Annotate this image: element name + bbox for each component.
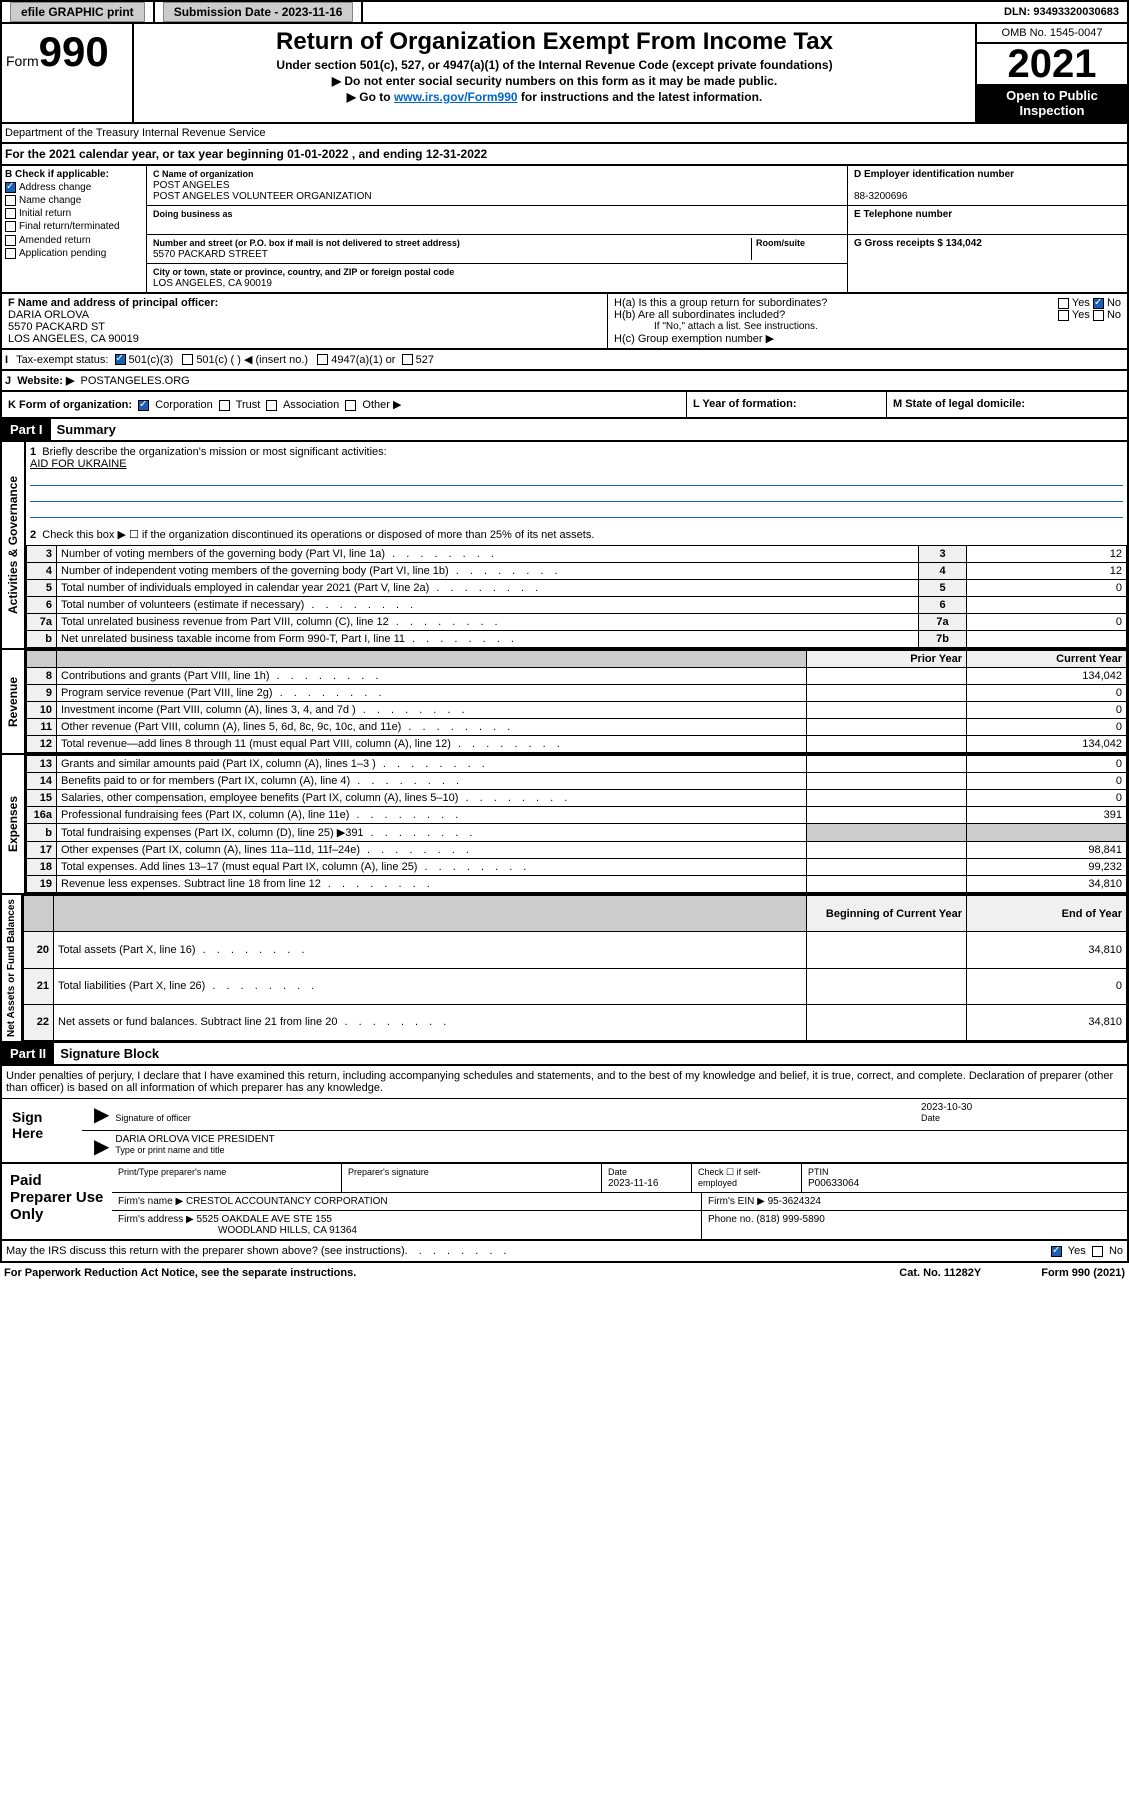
checkbox-association[interactable] [266,400,277,411]
info-grid: B Check if applicable: Address change Na… [0,166,1129,294]
governance-table: 3Number of voting members of the governi… [26,545,1127,648]
checkbox-hb-no[interactable] [1093,310,1104,321]
sidelabel-expenses: Expenses [2,755,26,893]
declaration-text: Under penalties of perjury, I declare th… [2,1066,1127,1098]
firm-ein: 95-3624324 [768,1196,821,1207]
expenses-section: Expenses 13Grants and similar amounts pa… [0,755,1129,895]
box-d-e-g: D Employer identification number88-32006… [847,166,1127,292]
checkbox-pending[interactable] [5,248,16,259]
checkbox-address-change[interactable] [5,182,16,193]
box-c: C Name of organizationPOST ANGELESPOST A… [147,166,847,292]
checkbox-hb-yes[interactable] [1058,310,1069,321]
checkbox-discuss-no[interactable] [1092,1246,1103,1257]
part2-header: Part II [2,1043,54,1064]
signature-block: Under penalties of perjury, I declare th… [0,1066,1129,1164]
net-assets-table: Beginning of Current YearEnd of Year20To… [23,895,1127,1041]
org-address: 5570 PACKARD STREET [153,249,268,260]
ein-value: 88-3200696 [854,191,907,202]
discuss-row: May the IRS discuss this return with the… [0,1241,1129,1263]
omb-number: OMB No. 1545-0047 [977,24,1127,44]
paperwork-notice: For Paperwork Reduction Act Notice, see … [4,1267,356,1279]
revenue-section: Revenue Prior YearCurrent Year8Contribut… [0,650,1129,755]
tax-status-row: I Tax-exempt status: 501(c)(3) 501(c) ( … [0,350,1129,371]
officer-row: F Name and address of principal officer:… [0,294,1129,350]
activities-governance-section: Activities & Governance 1 Briefly descri… [0,442,1129,650]
form-subtitle: Under section 501(c), 527, or 4947(a)(1)… [138,58,971,72]
checkbox-name-change[interactable] [5,195,16,206]
form-title: Return of Organization Exempt From Incom… [138,28,971,56]
sig-date: 2023-10-30 [921,1102,972,1113]
expenses-table: 13Grants and similar amounts paid (Part … [26,755,1127,893]
checkbox-final-return[interactable] [5,221,16,232]
preparer-block: Paid Preparer Use Only Print/Type prepar… [0,1164,1129,1241]
top-bar: efile GRAPHIC print Submission Date - 20… [0,0,1129,24]
signer-name: DARIA ORLOVA VICE PRESIDENT [115,1134,274,1145]
sidelabel-net-assets: Net Assets or Fund Balances [2,895,23,1041]
firm-address: 5525 OAKDALE AVE STE 155 [197,1214,332,1225]
irs-link[interactable]: www.irs.gov/Form990 [394,90,518,104]
mission-text: AID FOR UKRAINE [30,458,127,470]
preparer-label: Paid Preparer Use Only [2,1164,112,1239]
note-link: ▶ Go to www.irs.gov/Form990 for instruct… [138,90,971,104]
org-name: POST ANGELES [153,180,230,191]
preparer-date: 2023-11-16 [608,1178,658,1189]
sidelabel-revenue: Revenue [2,650,26,753]
sidelabel-governance: Activities & Governance [2,442,26,648]
firm-phone: (818) 999-5890 [756,1214,824,1225]
note-ssn: ▶ Do not enter social security numbers o… [138,74,971,88]
form-header: Form990 Return of Organization Exempt Fr… [0,24,1129,124]
sign-here-label: Sign Here [2,1099,82,1162]
box-b: B Check if applicable: Address change Na… [2,166,147,292]
tax-year: 2021 [977,44,1127,84]
form-word: Form [6,53,39,69]
ptin: P00633064 [808,1178,859,1189]
gross-receipts: G Gross receipts $ 134,042 [854,238,982,249]
org-city: LOS ANGELES, CA 90019 [153,278,272,289]
form-number-footer: Form 990 (2021) [1041,1267,1125,1279]
checkbox-ha-yes[interactable] [1058,298,1069,309]
form-number: 990 [39,28,109,75]
net-assets-section: Net Assets or Fund Balances Beginning of… [0,895,1129,1043]
officer-name: DARIA ORLOVA [8,309,601,321]
checkbox-ha-no[interactable] [1093,298,1104,309]
efile-button[interactable]: efile GRAPHIC print [10,2,145,22]
checkbox-amended[interactable] [5,235,16,246]
checkbox-discuss-yes[interactable] [1051,1246,1062,1257]
checkbox-501c[interactable] [182,354,193,365]
submission-date-button[interactable]: Submission Date - 2023-11-16 [163,2,354,22]
revenue-table: Prior YearCurrent Year8Contributions and… [26,650,1127,753]
checkbox-trust[interactable] [219,400,230,411]
tax-period: For the 2021 calendar year, or tax year … [0,144,1129,166]
checkbox-corporation[interactable] [138,400,149,411]
part1-header: Part I [2,419,51,440]
checkbox-initial-return[interactable] [5,208,16,219]
checkbox-501c3[interactable] [115,354,126,365]
checkbox-4947[interactable] [317,354,328,365]
checkbox-527[interactable] [402,354,413,365]
part1-title: Summary [54,419,119,440]
cat-number: Cat. No. 11282Y [899,1267,981,1279]
firm-name: CRESTOL ACCOUNTANCY CORPORATION [186,1196,388,1207]
website-row: J Website: ▶ POSTANGELES.ORG [0,371,1129,392]
dln-label: DLN: 93493320030683 [996,3,1127,21]
open-inspection: Open to Public Inspection [977,84,1127,122]
footer-row: For Paperwork Reduction Act Notice, see … [0,1263,1129,1283]
department-label: Department of the Treasury Internal Reve… [0,124,1129,144]
k-l-m-row: K Form of organization: Corporation Trus… [0,392,1129,419]
part2-title: Signature Block [57,1043,162,1064]
checkbox-other[interactable] [345,400,356,411]
website-value: POSTANGELES.ORG [81,375,190,387]
